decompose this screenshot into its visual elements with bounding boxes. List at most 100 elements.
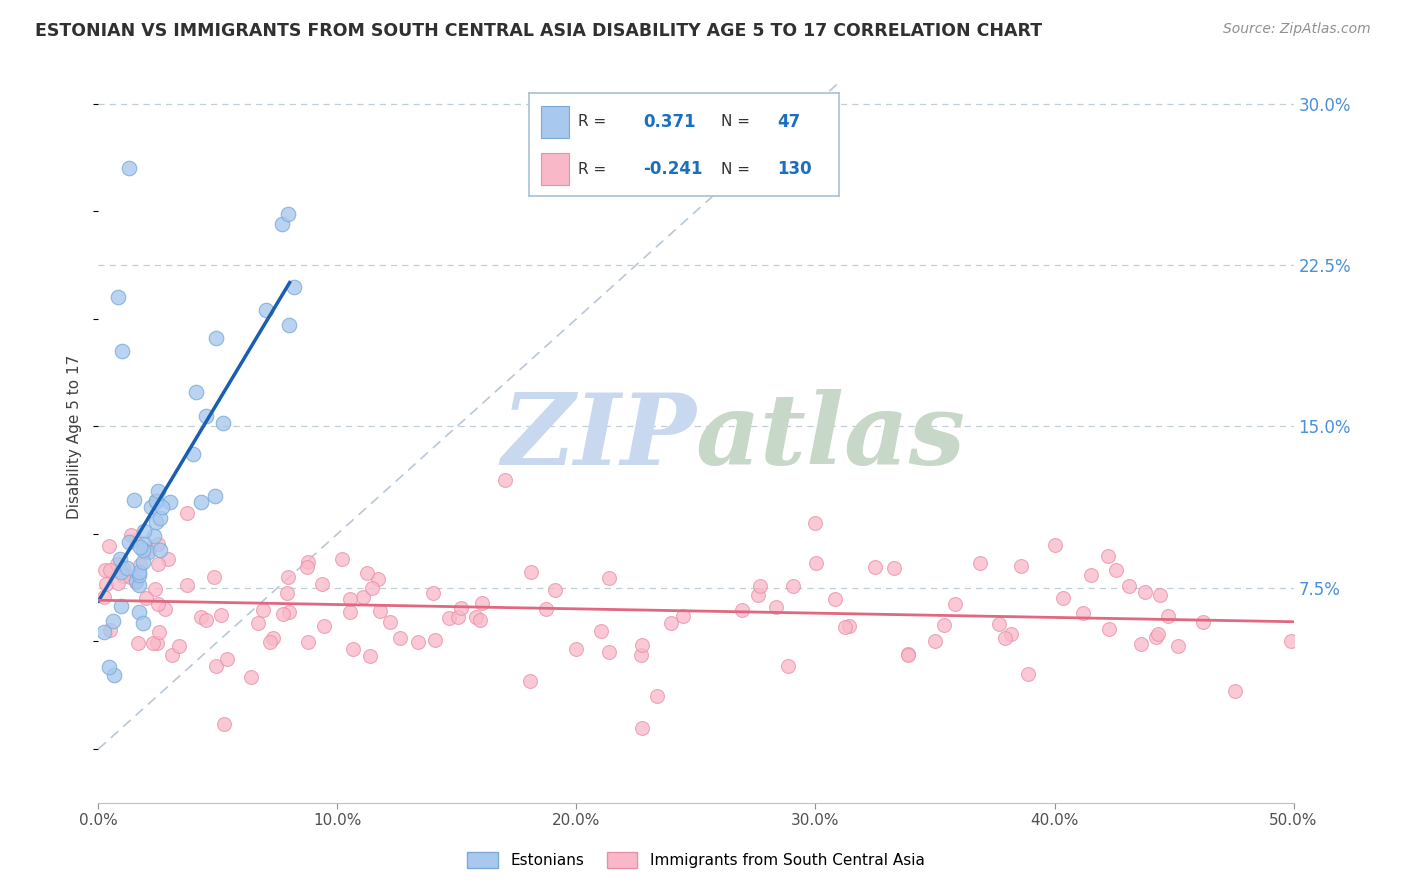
Point — [804, 556, 827, 570]
Point — [183, 447, 205, 461]
Point — [471, 596, 494, 610]
Point — [190, 609, 212, 624]
Point — [125, 574, 148, 589]
Point — [259, 635, 281, 649]
Point — [252, 603, 274, 617]
Point — [111, 568, 134, 582]
Point — [146, 597, 169, 611]
Point — [897, 647, 920, 661]
Point — [145, 494, 167, 508]
Point — [159, 494, 181, 508]
Point — [339, 605, 361, 619]
Point — [356, 566, 378, 580]
Point — [834, 620, 856, 634]
Text: Source: ZipAtlas.com: Source: ZipAtlas.com — [1223, 22, 1371, 37]
Point — [1000, 627, 1022, 641]
Point — [311, 577, 333, 591]
Point — [209, 607, 232, 622]
Point — [128, 605, 150, 619]
Point — [212, 416, 235, 430]
Point — [202, 570, 225, 584]
Point — [204, 658, 226, 673]
Point — [277, 570, 299, 584]
Point — [731, 603, 754, 617]
Point — [368, 604, 391, 618]
Point — [124, 493, 146, 508]
Point — [1223, 683, 1246, 698]
Point — [271, 607, 294, 622]
Point — [1105, 563, 1128, 577]
Point — [146, 636, 169, 650]
Point — [988, 616, 1011, 631]
Point — [262, 632, 284, 646]
Point — [103, 668, 125, 682]
Point — [142, 636, 165, 650]
Point — [1133, 585, 1156, 599]
Point — [112, 561, 135, 575]
Y-axis label: Disability Age 5 to 17: Disability Age 5 to 17 — [67, 355, 83, 519]
Point — [132, 543, 155, 558]
Text: atlas: atlas — [696, 389, 966, 485]
Point — [297, 555, 319, 569]
Point — [176, 578, 198, 592]
Point — [295, 560, 318, 574]
Point — [120, 528, 142, 542]
Point — [1080, 568, 1102, 582]
Point — [659, 616, 682, 631]
Point — [863, 559, 886, 574]
Point — [1017, 667, 1039, 681]
Point — [1157, 609, 1180, 624]
Point — [128, 577, 150, 591]
Point — [117, 561, 139, 575]
Point — [98, 539, 121, 553]
Point — [184, 384, 207, 399]
Point — [544, 583, 567, 598]
Point — [565, 641, 588, 656]
Point — [339, 592, 361, 607]
Point — [519, 673, 541, 688]
Point — [94, 563, 117, 577]
Point — [1043, 538, 1066, 552]
Point — [645, 690, 668, 704]
Point — [883, 561, 905, 575]
Point — [107, 290, 129, 304]
Point — [107, 576, 129, 591]
Point — [1144, 630, 1167, 644]
Point — [969, 556, 991, 570]
Point — [389, 632, 412, 646]
Point — [342, 642, 364, 657]
Point — [1191, 615, 1213, 629]
Point — [630, 648, 652, 662]
Point — [128, 567, 150, 582]
Point — [93, 590, 115, 604]
Point — [465, 610, 488, 624]
Point — [672, 608, 695, 623]
Point — [146, 484, 169, 499]
Text: ZIP: ZIP — [501, 389, 696, 485]
Point — [598, 571, 620, 585]
Point — [155, 602, 177, 616]
Point — [314, 618, 336, 632]
Point — [136, 542, 159, 557]
Point — [824, 592, 846, 607]
Point — [283, 279, 305, 293]
Point — [1279, 633, 1302, 648]
Point — [1118, 579, 1140, 593]
Point — [361, 581, 384, 595]
Point — [897, 648, 920, 663]
Point — [145, 494, 167, 508]
Point — [195, 409, 218, 423]
Point — [1071, 607, 1094, 621]
Point — [118, 570, 141, 584]
Point — [143, 529, 166, 543]
Point — [129, 558, 152, 572]
Point — [447, 610, 470, 624]
Point — [423, 632, 446, 647]
Point — [96, 577, 118, 591]
Point — [240, 670, 263, 684]
Point — [111, 344, 134, 359]
Point — [277, 605, 299, 619]
Point — [932, 618, 955, 632]
Point — [945, 597, 967, 611]
Point — [110, 566, 132, 580]
